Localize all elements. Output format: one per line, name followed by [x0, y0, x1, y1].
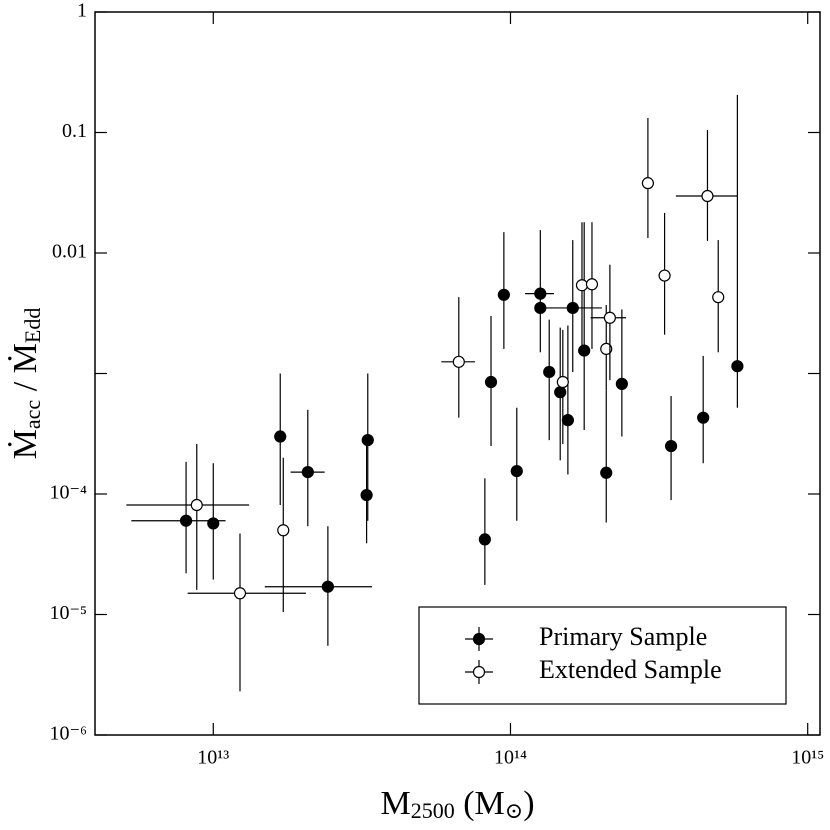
data-point	[301, 465, 314, 479]
data-point	[484, 375, 498, 389]
data-point	[575, 279, 589, 292]
data-point	[190, 498, 203, 512]
legend-label: Primary Sample	[539, 622, 707, 651]
y-tick-label: 0.1	[62, 120, 87, 142]
data-point	[600, 342, 613, 356]
data-point	[233, 587, 247, 600]
data-point	[664, 439, 678, 453]
y-axis-label-subscript: Edd	[20, 308, 45, 343]
data-point	[641, 177, 655, 190]
data-point	[585, 278, 599, 291]
y-axis-label: Ṁacc / ṀEdd	[7, 308, 45, 460]
legend-marker	[472, 632, 486, 646]
x-axis-label-subscript: ⊙	[505, 798, 523, 823]
x-axis-label-part: M	[380, 785, 410, 822]
x-axis-label: M2500 (M⊙)	[380, 785, 534, 823]
data-point	[561, 414, 574, 427]
y-axis-label-part: Ṁ	[7, 429, 44, 459]
y-axis-label-part: / Ṁ	[7, 343, 44, 400]
data-point	[712, 291, 725, 304]
data-point	[534, 287, 547, 300]
data-point	[701, 189, 714, 203]
data-point	[578, 344, 591, 357]
data-point	[554, 386, 567, 399]
data-point	[497, 288, 510, 301]
x-axis-label-subscript: 2500	[411, 798, 455, 823]
data-point	[361, 434, 374, 447]
y-tick-label: 10⁻⁶	[49, 723, 87, 745]
data-point	[452, 355, 465, 368]
data-point	[566, 301, 579, 315]
data-point	[615, 377, 628, 390]
y-tick-label: 10⁻⁴	[49, 482, 87, 504]
y-axis-label-subscript: acc	[20, 400, 45, 430]
data-point	[600, 466, 613, 479]
y-tick-label: 1	[77, 0, 87, 22]
x-axis-label-part: )	[523, 785, 534, 822]
data-point	[510, 464, 523, 478]
x-tick-label: 10¹⁵	[791, 747, 824, 769]
data-point	[207, 517, 220, 530]
data-point	[360, 488, 373, 502]
x-axis-label-part: (M	[455, 785, 505, 822]
data-point	[179, 514, 193, 527]
legend-marker	[472, 665, 486, 679]
data-point	[603, 311, 616, 324]
data-point	[274, 430, 287, 443]
x-tick-label: 10¹³	[197, 747, 229, 769]
data-point	[731, 360, 744, 373]
data-point	[658, 269, 671, 282]
legend-box	[418, 606, 787, 705]
x-tick-label: 10¹⁴	[494, 747, 527, 769]
data-point	[478, 533, 491, 546]
data-point	[556, 375, 569, 389]
y-tick-label: 10⁻⁵	[49, 602, 87, 624]
data-point	[543, 365, 556, 379]
legend-label: Extended Sample	[539, 655, 722, 684]
data-point	[321, 580, 334, 593]
data-point	[277, 524, 290, 537]
y-tick-label: 0.01	[52, 241, 87, 263]
data-point	[697, 411, 710, 424]
